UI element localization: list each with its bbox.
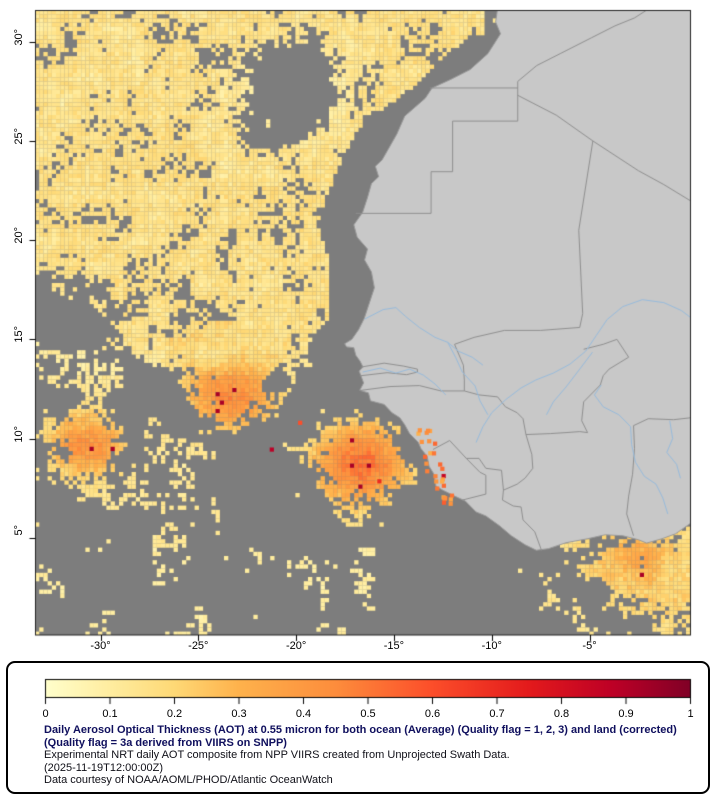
lat-axis-label: 25° [13,127,25,145]
lat-axis-label: 5° [13,524,25,536]
legend-colorbar [43,678,694,706]
lon-axis-label: -10° [481,640,502,652]
legend-tick-label: 0.1 [102,708,118,720]
lat-axis-label: 30° [13,28,25,46]
lon-axis-label: -25° [188,640,209,652]
legend-tick-label: 0.9 [618,708,634,720]
legend-tick-label: 0.8 [553,708,570,720]
legend-tick-label: 0.4 [295,708,312,720]
lon-axis-label: -15° [383,640,405,652]
legend-tick-label: 0.6 [424,708,441,720]
lon-axis-label: -20° [285,640,307,652]
legend-line4: Data courtesy of NOAA/AOML/PHOD/Atlantic… [44,774,333,786]
legend-line3: (2025-11-19T12:00:00Z) [44,761,164,774]
legend-panel: 0 0.1 0.2 0.3 0.4 0.5 0.6 0.7 0.8 0.9 1 Daily Aero… [6,661,710,794]
legend-line2: Experimental NRT daily AOT composite fro… [44,749,510,761]
aot-map-canvas [0,0,720,658]
legend-tick-label: 0.3 [231,708,247,720]
legend-tick-label: 0.7 [489,708,505,720]
legend-title: Daily Aerosol Optical Thickness (AOT) at… [44,724,677,749]
lon-axis-label: -5° [582,640,597,652]
legend-text: Daily Aerosol Optical Thickness (AOT) at… [44,724,696,787]
lat-axis-label: 20° [13,227,25,244]
lon-axis-label: -30° [90,640,111,652]
legend-tick-label: 1 [687,708,694,720]
legend-tick-label: 0 [42,708,49,720]
legend-tick-label: 0.2 [166,708,183,720]
legend-tick-label: 0.5 [360,708,376,720]
lat-axis-label: 10° [13,425,25,443]
lat-axis-label: 15° [13,326,25,343]
